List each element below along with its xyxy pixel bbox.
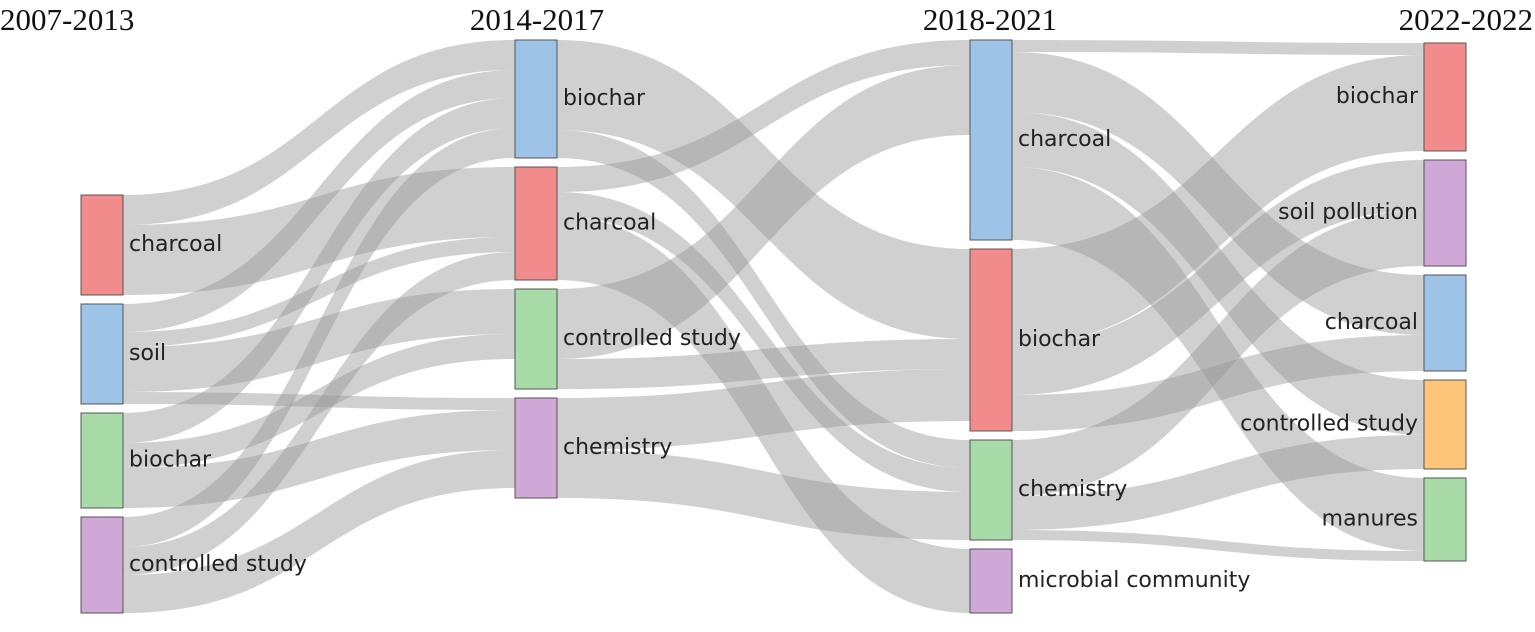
flow-link — [557, 40, 970, 192]
node-label: controlled study — [563, 326, 741, 351]
column-title: 2018-2021 — [923, 2, 1057, 37]
node — [1423, 477, 1467, 562]
column-title: 2007-2013 — [0, 2, 134, 37]
node — [1423, 42, 1467, 152]
flow-link — [557, 65, 970, 359]
flow-link — [1012, 335, 1424, 431]
node-label: microbial community — [1018, 568, 1250, 593]
flow-link — [123, 98, 515, 443]
flow-link — [557, 369, 970, 450]
node-label: controlled study — [129, 552, 307, 577]
flow-link — [123, 450, 515, 613]
node — [514, 288, 558, 390]
column-title: 2022-2022 — [1399, 2, 1533, 37]
flow-link — [123, 334, 515, 468]
flow-link — [123, 167, 515, 295]
node-label: biochar — [563, 86, 646, 111]
node-label: soil — [129, 341, 166, 366]
flow-link — [123, 410, 515, 508]
flow-link — [123, 392, 515, 410]
node — [80, 303, 124, 405]
flow-link — [557, 339, 970, 389]
node — [80, 516, 124, 614]
flow-link — [1012, 52, 1424, 335]
node — [1423, 379, 1467, 470]
node — [80, 412, 124, 509]
flow-link — [1012, 210, 1424, 496]
node-label: charcoal — [563, 211, 656, 236]
flow-link — [123, 237, 515, 347]
node — [514, 39, 558, 159]
node-label: soil pollution — [1278, 200, 1418, 225]
flow-link — [557, 216, 970, 613]
node — [80, 194, 124, 296]
node-label: manures — [1322, 507, 1418, 532]
node — [969, 439, 1013, 541]
flow-link — [1012, 530, 1424, 561]
flow-link — [123, 128, 515, 547]
node — [514, 166, 558, 281]
node-label: biochar — [129, 448, 212, 473]
node-label: chemistry — [563, 435, 672, 460]
node-label: biochar — [1018, 327, 1101, 352]
node — [1423, 274, 1467, 372]
node-label: controlled study — [1240, 412, 1418, 437]
flow-link — [1012, 55, 1424, 345]
node-label: charcoal — [1018, 127, 1111, 152]
flow-link — [123, 40, 515, 225]
flow-link — [557, 450, 970, 540]
flow-link — [1012, 112, 1424, 435]
column-title: 2014-2017 — [470, 2, 604, 37]
flow-link — [1012, 167, 1424, 551]
node-label: charcoal — [129, 232, 222, 257]
node — [969, 548, 1013, 614]
flow-link — [557, 192, 970, 492]
flow-link — [1012, 160, 1424, 395]
node — [969, 248, 1013, 432]
flow-link — [123, 70, 515, 332]
flow-link — [123, 289, 515, 392]
flow-link — [557, 40, 970, 339]
node — [969, 39, 1013, 241]
flow-link — [1012, 435, 1424, 530]
node-label: charcoal — [1325, 310, 1418, 335]
flow-link — [557, 130, 970, 468]
flow-link — [123, 252, 515, 575]
node — [514, 397, 558, 499]
node-label: chemistry — [1018, 477, 1127, 502]
node-label: biochar — [1336, 84, 1419, 109]
node — [1423, 159, 1467, 267]
flow-link — [1012, 40, 1424, 55]
